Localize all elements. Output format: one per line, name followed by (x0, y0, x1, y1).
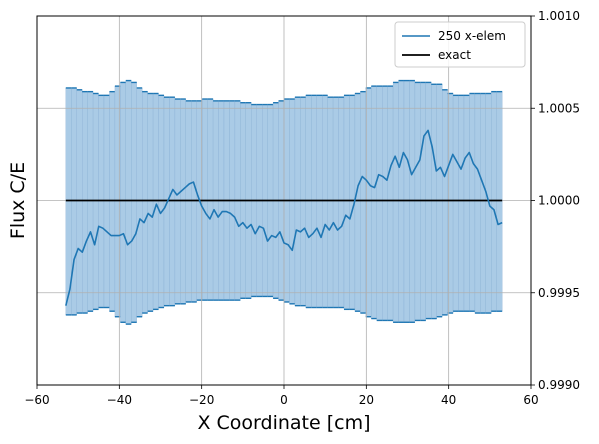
band-cell (328, 97, 333, 307)
band-cell (300, 97, 305, 305)
band-cell (355, 93, 360, 311)
band-cell (82, 92, 87, 313)
y-axis-title: Flux C/E (7, 162, 29, 239)
band-cell (475, 93, 480, 313)
band-cell (311, 95, 316, 307)
band-cell (180, 99, 185, 304)
band-cell (295, 97, 300, 305)
band-cell (442, 90, 447, 315)
band-cell (126, 81, 131, 325)
band-cell (344, 95, 349, 309)
band-cell (431, 84, 436, 318)
band-cell (153, 93, 158, 309)
band-cell (399, 81, 404, 323)
band-cell (93, 93, 98, 309)
band-cell (420, 82, 425, 320)
band-cell (459, 95, 464, 311)
band-cell (360, 92, 365, 313)
band-cell (382, 86, 387, 320)
band-cell (148, 93, 153, 311)
band-cell (497, 92, 502, 312)
band-cell (202, 99, 207, 300)
band-cell (491, 92, 496, 312)
band-cell (109, 92, 114, 312)
band-cell (104, 95, 109, 307)
band-cell (99, 95, 104, 307)
band-cell (88, 92, 93, 312)
band-cell (409, 81, 414, 323)
band-cell (191, 101, 196, 302)
x-tick-label: 0 (280, 393, 288, 407)
band-cell (404, 81, 409, 323)
band-cell (71, 88, 76, 315)
band-cell (333, 97, 338, 307)
band-cell (388, 86, 393, 320)
band-cell (393, 82, 398, 322)
band-cell (208, 99, 213, 300)
band-cell (322, 95, 327, 307)
x-tick-label: −40 (107, 393, 132, 407)
band-cell (339, 97, 344, 307)
x-tick-label: 20 (359, 393, 374, 407)
band-cell (169, 97, 174, 305)
band-cell (306, 95, 311, 307)
band-cell (317, 95, 322, 307)
x-tick-label: 60 (523, 393, 538, 407)
y-tick-label: 1.0000 (538, 194, 580, 208)
x-tick-label: 40 (441, 393, 456, 407)
band-cell (131, 82, 136, 322)
band-cell (186, 101, 191, 302)
band-cell (77, 90, 82, 313)
x-axis-title: X Coordinate [cm] (197, 412, 370, 434)
legend-label-250-x-elem: 250 x-elem (438, 29, 506, 43)
band-cell (415, 82, 420, 320)
band-cell (120, 82, 125, 322)
band-cell (480, 93, 485, 313)
band-cell (289, 99, 294, 304)
legend-label-exact: exact (438, 48, 471, 62)
x-tick-label: −20 (189, 393, 214, 407)
band-cell (377, 86, 382, 320)
x-tick-label: −60 (24, 393, 49, 407)
band-cell (453, 95, 458, 311)
band-cell (469, 93, 474, 311)
y-tick-label: 1.0005 (538, 101, 580, 115)
band-cell (464, 95, 469, 311)
band-cell (371, 86, 376, 318)
y-tick-label: 0.9990 (538, 378, 580, 392)
legend: 250 x-elem exact (395, 22, 525, 67)
band-cell (175, 99, 180, 304)
band-cell (142, 92, 147, 313)
band-cell (159, 95, 164, 307)
y-tick-label: 0.9995 (538, 286, 580, 300)
band-cell (137, 88, 142, 317)
y-tick-label: 1.0010 (538, 9, 580, 23)
